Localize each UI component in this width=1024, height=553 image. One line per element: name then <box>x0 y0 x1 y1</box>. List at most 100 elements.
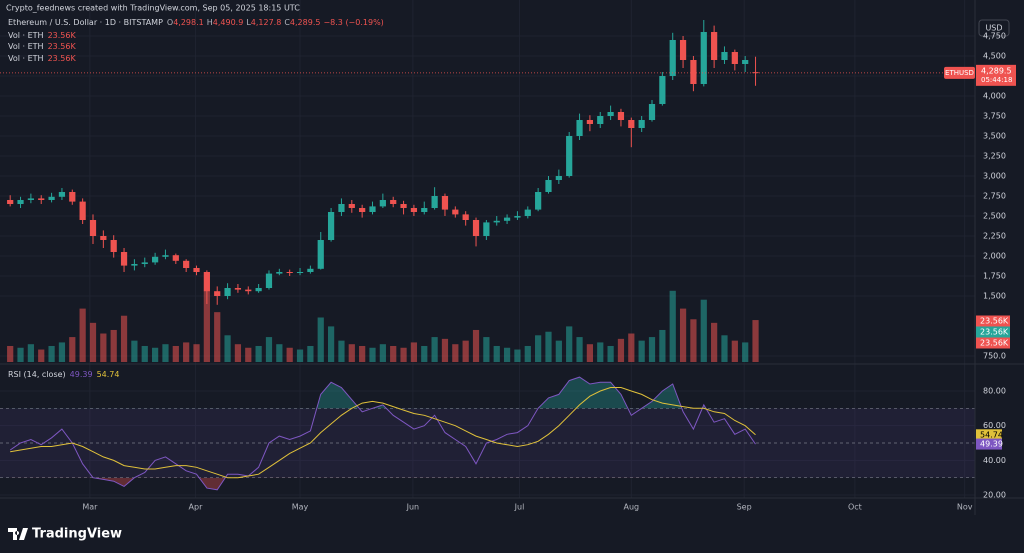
volume-bar <box>648 337 656 362</box>
currency-button[interactable] <box>978 19 1010 37</box>
y-tick-label: 2,500 <box>983 212 1006 221</box>
volume-tag <box>976 315 1010 327</box>
footer <box>0 515 1024 553</box>
volume-value: 23.56K <box>48 54 77 63</box>
candle-body <box>307 268 314 272</box>
currency[interactable]: USD <box>985 24 1002 33</box>
candle-body <box>17 200 24 204</box>
credit: Crypto_feednews created with TradingView… <box>6 4 300 13</box>
ohlc-value: 4,289.5 <box>290 18 321 27</box>
volume-bar <box>566 326 573 362</box>
ohlc-key: O <box>167 18 173 27</box>
candle-body <box>431 196 438 208</box>
candle-body <box>245 289 252 292</box>
candle-body <box>224 288 231 296</box>
candle-body <box>390 200 397 204</box>
volume-bar <box>48 345 55 362</box>
volume-bar <box>183 342 190 362</box>
candle-body <box>535 192 542 210</box>
candle-body <box>586 120 594 124</box>
candle-body <box>89 220 97 236</box>
candle-body <box>79 201 86 220</box>
volume-bar <box>400 347 407 362</box>
y-tick-label: 4,000 <box>983 92 1006 101</box>
symbol-tag <box>944 66 975 79</box>
volume-bar <box>441 338 449 362</box>
volume-value: 23.56K <box>48 42 77 51</box>
candle-body <box>524 209 531 216</box>
candle-body <box>545 180 552 192</box>
x-tick-label: May <box>292 503 309 512</box>
volume-bar <box>265 337 273 362</box>
candle-body <box>410 208 418 212</box>
candle-body <box>700 32 707 84</box>
volume-bar <box>690 319 697 362</box>
rsi-value: 49.39 <box>70 370 93 379</box>
candle-body <box>7 200 14 204</box>
volume-bar <box>524 345 531 362</box>
ohlc-key: L <box>246 18 251 27</box>
x-tick-label: Mar <box>82 503 98 512</box>
candle-body <box>400 204 407 208</box>
volume-bar <box>379 344 386 362</box>
volume-bar <box>483 337 490 362</box>
candle-body <box>152 256 159 263</box>
candle-body <box>690 60 697 84</box>
candle-body <box>462 214 469 220</box>
volume-bar <box>214 312 221 362</box>
volume-bar <box>348 344 355 362</box>
candle-body <box>131 264 138 266</box>
candle-body <box>69 192 76 202</box>
volume-bar <box>120 315 128 362</box>
candle-body <box>597 116 604 124</box>
volume-bar <box>172 345 179 362</box>
volume-bar <box>234 344 242 362</box>
volume-bar <box>514 349 521 362</box>
candle-body <box>752 72 759 74</box>
volume-value: 23.56K <box>48 31 77 40</box>
candle-body <box>742 60 749 64</box>
candle-body <box>203 272 210 292</box>
volume-name: Vol · ETH <box>8 54 44 63</box>
candle-body <box>721 52 728 60</box>
volume-bar <box>7 345 14 362</box>
candle-body <box>441 196 449 210</box>
candle-body <box>265 273 273 288</box>
candle-body <box>607 112 614 116</box>
candle-body <box>120 252 128 266</box>
candle-body <box>669 40 676 76</box>
volume-bar <box>152 347 159 362</box>
rsi-tick-label: 60.00 <box>983 421 1006 430</box>
volume-bar <box>700 299 707 362</box>
volume-bar <box>659 329 666 362</box>
candle-body <box>276 272 283 274</box>
volume-bar <box>224 335 231 362</box>
volume-bar <box>69 337 76 362</box>
change: −8.3 (−0.19%) <box>323 18 383 27</box>
brand: TradingView <box>32 527 122 542</box>
candle-body <box>359 208 366 212</box>
candle-body <box>193 268 200 272</box>
volume-bar <box>545 331 552 362</box>
candle-body <box>566 136 573 176</box>
candle-body <box>296 272 304 273</box>
volume-bar <box>493 345 500 362</box>
volume-bar <box>255 345 262 362</box>
volume-bar <box>679 308 687 362</box>
symbol-legend: Ethereum / U.S. Dollar · 1D · BITSTAMP O4… <box>8 18 384 27</box>
candle-body <box>38 198 45 200</box>
price-tag-label: 4,289.5 <box>981 66 1012 75</box>
candle-body <box>110 240 117 252</box>
volume-tag-label: 23.56K <box>980 317 1009 326</box>
rsi-ma-line <box>10 387 756 479</box>
volume-tag-label: 23.56K <box>980 339 1009 348</box>
volume-bar <box>286 347 293 362</box>
volume-legend: Vol · ETH 23.56K <box>8 31 76 40</box>
volume-bar <box>452 344 459 362</box>
candle-body <box>255 288 262 292</box>
ohlc-key: C <box>284 18 290 27</box>
volume-bar <box>89 322 97 362</box>
volume-bar <box>628 333 635 362</box>
x-tick-label: Jun <box>406 503 420 512</box>
